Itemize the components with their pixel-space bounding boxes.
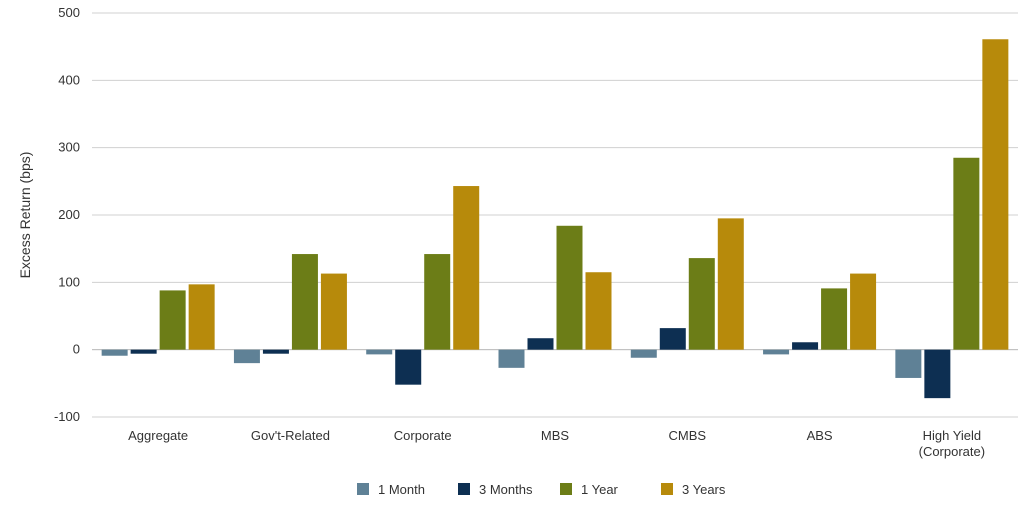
bar xyxy=(850,273,877,350)
bar xyxy=(688,258,715,350)
y-tick-label: 300 xyxy=(58,140,80,155)
y-axis-title: Excess Return (bps) xyxy=(17,152,33,279)
bar xyxy=(821,288,848,350)
legend-swatch xyxy=(458,483,470,495)
legend-item[interactable]: 1 Year xyxy=(560,482,619,497)
x-category-label: Corporate xyxy=(394,428,452,443)
bar xyxy=(717,218,744,350)
bar xyxy=(763,349,790,355)
bar xyxy=(130,349,157,354)
x-category-label: MBS xyxy=(541,428,570,443)
y-tick-label: 0 xyxy=(73,342,80,357)
legend-label: 3 Months xyxy=(479,482,533,497)
bar xyxy=(630,349,657,358)
y-tick-label: 500 xyxy=(58,5,80,20)
legend-label: 1 Year xyxy=(581,482,619,497)
bar xyxy=(159,290,186,350)
x-category-label: ABS xyxy=(807,428,833,443)
x-category-label: Gov't-Related xyxy=(251,428,330,443)
legend-swatch xyxy=(357,483,369,495)
legend-item[interactable]: 3 Years xyxy=(661,482,726,497)
bar xyxy=(453,186,480,350)
x-category-label: CMBS xyxy=(669,428,707,443)
bar xyxy=(188,284,215,350)
bar xyxy=(585,272,612,350)
bars xyxy=(101,39,1009,399)
bar xyxy=(498,349,525,368)
bar xyxy=(262,349,289,354)
bar xyxy=(953,157,980,350)
bar xyxy=(291,254,318,350)
legend[interactable]: 1 Month 3 Months 1 Year 3 Years xyxy=(357,482,726,497)
bar xyxy=(556,225,583,350)
legend-item[interactable]: 3 Months xyxy=(458,482,533,497)
bar xyxy=(982,39,1009,350)
bar xyxy=(101,349,128,356)
legend-label: 3 Years xyxy=(682,482,726,497)
x-category-label: High Yield (Corporate) xyxy=(919,428,985,459)
y-tick-label: -100 xyxy=(54,409,80,424)
bar xyxy=(659,328,686,350)
bar xyxy=(233,349,260,364)
y-axis-ticks: -100 0 100 200 300 400 500 xyxy=(54,5,80,424)
bar xyxy=(320,273,347,350)
legend-label: 1 Month xyxy=(378,482,425,497)
y-tick-label: 200 xyxy=(58,207,80,222)
legend-swatch xyxy=(661,483,673,495)
bar xyxy=(895,349,922,378)
bar xyxy=(395,349,422,385)
legend-item[interactable]: 1 Month xyxy=(357,482,425,497)
bar xyxy=(366,349,393,355)
bar xyxy=(527,338,554,350)
bar xyxy=(924,349,951,399)
bar xyxy=(792,342,819,350)
y-tick-label: 100 xyxy=(58,274,80,289)
legend-swatch xyxy=(560,483,572,495)
x-category-label: Aggregate xyxy=(128,428,188,443)
gridlines xyxy=(92,12,1018,418)
x-axis-labels: Aggregate Gov't-Related Corporate MBS CMBS AB… xyxy=(128,428,985,459)
y-tick-label: 400 xyxy=(58,72,80,87)
bar xyxy=(424,254,451,350)
